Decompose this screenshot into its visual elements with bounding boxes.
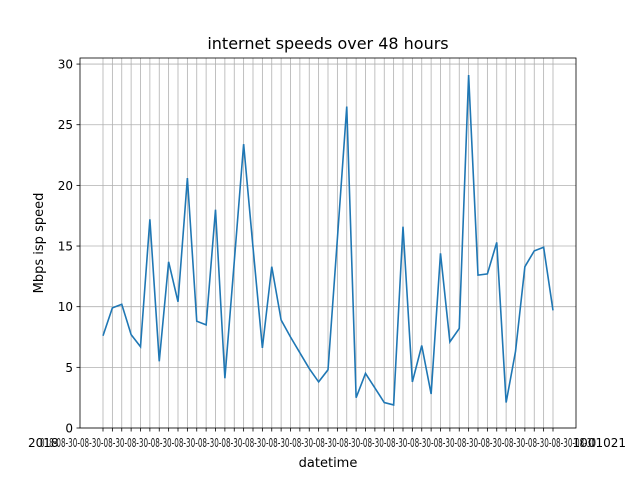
y-tick-label: 30 [58,58,73,72]
x-axis: 018-08-30-08-30-08-30-08-30-08-30-08-30-… [40,428,596,450]
y-tick-label: 5 [65,361,73,375]
y-axis-label: Mbps isp speed [32,193,47,294]
x-tick-label-last: 1001021 [573,436,626,450]
y-tick-label: 25 [58,118,73,132]
y-tick-label: 0 [65,422,73,436]
y-tick-label: 15 [58,240,73,254]
speed-series-line [102,74,554,406]
y-tick-label: 10 [58,300,73,314]
chart-title: internet speeds over 48 hours [207,34,448,53]
x-axis-label: datetime [299,456,358,471]
x-tick-label-first: 2018 [28,436,59,450]
x-tick-labels-overlapping: 018-08-30-08-30-08-30-08-30-08-30-08-30-… [40,436,596,450]
grid-lines [80,58,576,429]
y-tick-label: 20 [58,179,73,193]
y-axis: 0 5 10 15 20 25 30 [58,58,80,436]
